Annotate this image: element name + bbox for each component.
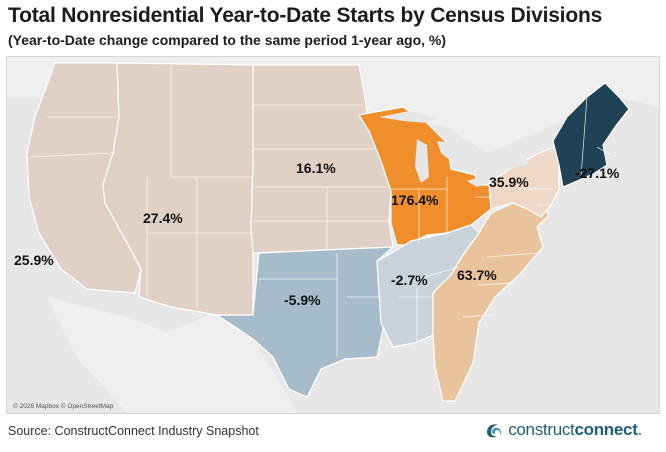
label-east-north-central: 176.4% [391,192,439,208]
map-attribution: © 2026 Mapbox © OpenStreetMap [13,403,114,410]
label-west-north-central: 16.1% [296,160,336,176]
label-south-atlantic: 63.7% [457,267,497,283]
label-east-south-central: -2.7% [391,272,428,288]
map-subtitle: (Year-to-Date change compared to the sam… [8,32,447,48]
great-lakes [379,111,529,187]
connect-swirl-icon [484,420,504,440]
us-map [7,57,659,413]
label-new-england: -27.1% [575,165,620,181]
label-west-south-central: -5.9% [284,292,321,308]
brand-text-bold: connect [574,420,638,439]
map-area[interactable]: © 2026 Mapbox © OpenStreetMap [6,56,660,414]
state-borders [28,65,612,357]
source-note: Source: ConstructConnect Industry Snapsh… [8,424,259,438]
region-middle-atlantic[interactable] [488,146,560,218]
region-west-south-central[interactable] [215,246,395,398]
brand-text-suffix: . [637,420,643,439]
map-title: Total Nonresidential Year-to-Date Starts… [8,4,603,27]
region-west-north-central[interactable] [250,64,394,254]
brand-text-light: construct [508,420,575,439]
region-new-england[interactable] [552,82,630,188]
label-middle-atlantic: 35.9% [489,174,529,190]
label-pacific: 25.9% [14,252,54,268]
label-mountain: 27.4% [143,210,183,226]
brand-logo: constructconnect. [484,420,642,440]
